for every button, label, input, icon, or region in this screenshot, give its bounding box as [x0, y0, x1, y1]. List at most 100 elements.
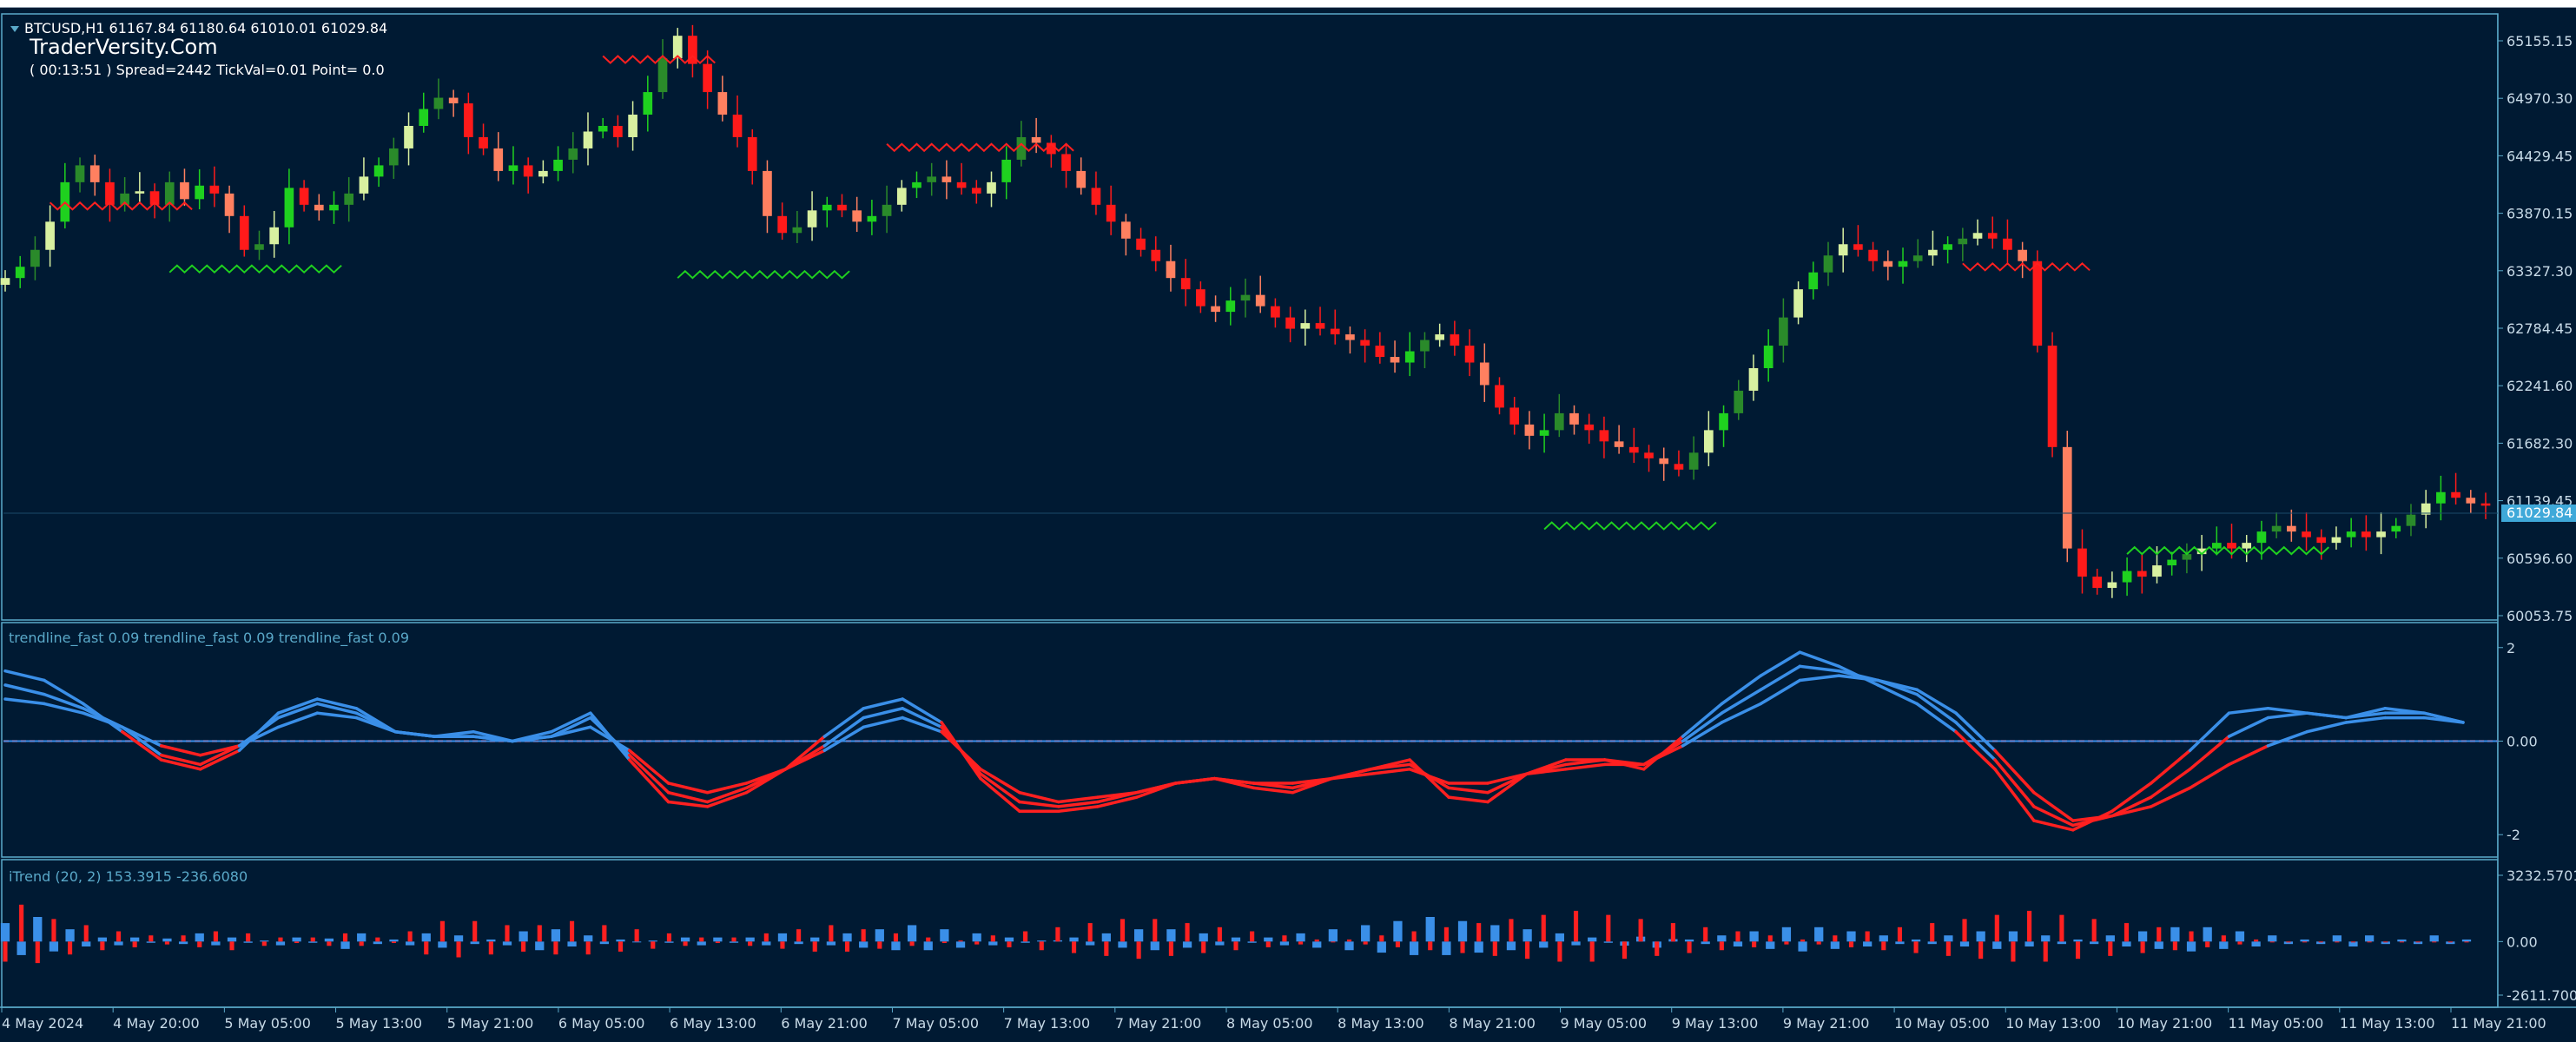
- candle-body: [1779, 317, 1788, 346]
- candle-body: [30, 249, 40, 267]
- price-tick-label: 62784.45: [2507, 320, 2573, 337]
- itrend-bar-red: [375, 937, 380, 942]
- itrend-histogram: [0, 904, 2472, 964]
- itrend-bar-blue: [438, 941, 447, 948]
- candle-body: [284, 188, 294, 228]
- itrend-bar-blue: [2041, 935, 2051, 942]
- candle-body: [1061, 154, 1071, 171]
- candle-body: [1719, 412, 1728, 431]
- candle-body: [1987, 233, 1998, 239]
- trendline-segment: [666, 782, 710, 795]
- candle-body: [508, 165, 519, 171]
- candle-body: [1628, 446, 1639, 453]
- itrend-bar-red: [1525, 941, 1530, 960]
- itrend-bar-red: [2383, 941, 2388, 943]
- itrend-bar-blue: [211, 941, 221, 946]
- candle-body: [703, 63, 712, 93]
- itrend-bar-blue: [1166, 929, 1176, 942]
- trendline-segment: [979, 768, 1021, 795]
- itrend-bar-blue: [65, 929, 75, 942]
- itrend-bar-red: [829, 925, 834, 942]
- price-tick-label: 61682.30: [2507, 435, 2573, 452]
- itrend-bar-red: [68, 941, 73, 955]
- itrend-bar-blue: [421, 933, 431, 942]
- itrend-bar-red: [2399, 941, 2404, 943]
- itrend-bar-red: [2432, 941, 2437, 943]
- itrend-bar-blue: [2090, 941, 2099, 945]
- itrend-tick-label: 3232.5701: [2507, 867, 2576, 884]
- sell-signal-trail: [49, 201, 193, 211]
- candle-body: [373, 165, 384, 177]
- trendline-segment: [2266, 711, 2309, 720]
- candle-body: [2287, 525, 2296, 532]
- itrend-bar-red: [926, 937, 931, 942]
- trendline-segment: [901, 716, 943, 734]
- candle-body: [1211, 306, 1220, 313]
- itrend-bar-blue: [1944, 935, 1953, 942]
- itrend-bar-red: [2172, 941, 2177, 951]
- candle-body: [1838, 244, 1848, 256]
- time-tick-label: 8 May 21:00: [1449, 1015, 1536, 1032]
- itrend-bar-blue: [745, 937, 755, 942]
- itrend-bar-blue: [2073, 939, 2083, 942]
- itrend-bar-blue: [1863, 941, 1873, 946]
- itrend-bar-red: [1800, 939, 1806, 942]
- triangle-down-icon[interactable]: [10, 26, 19, 32]
- trendline-segment: [1954, 711, 1997, 753]
- candle-body: [2242, 543, 2252, 549]
- trendline-segment: [1993, 749, 2036, 795]
- candle-body: [419, 109, 429, 126]
- itrend-bar-red: [666, 933, 671, 942]
- trendline-segment: [121, 725, 163, 748]
- time-tick-label: 8 May 05:00: [1226, 1015, 1313, 1032]
- trendline-axis-ticks: 2 0.00 -2: [2498, 640, 2538, 843]
- trendline-segment: [43, 678, 85, 706]
- itrend-bar-blue: [502, 941, 512, 946]
- trendline-segment: [2305, 721, 2348, 734]
- candle-body: [747, 136, 757, 171]
- itrend-bar-red: [1719, 941, 1724, 951]
- trendline-segment: [589, 716, 631, 757]
- itrend-bar-blue: [97, 937, 107, 942]
- itrend-bar-blue: [1814, 927, 1824, 942]
- candle-body: [927, 176, 937, 182]
- trendline-segment: [1369, 768, 1411, 775]
- trendline-segment: [862, 716, 904, 729]
- itrend-bar-red: [83, 925, 89, 942]
- candle-body: [2316, 537, 2327, 544]
- trendline-segment: [1798, 674, 1841, 683]
- candle-body: [657, 58, 668, 93]
- itrend-bar-blue: [1409, 941, 1419, 955]
- trendline-segment: [1173, 776, 1217, 785]
- itrend-bar-red: [100, 941, 105, 951]
- itrend-bar-red: [763, 933, 769, 942]
- itrend-bar-blue: [1992, 941, 2002, 949]
- itrend-bar-blue: [1312, 941, 1322, 948]
- price-axis-ticks: 65155.15 64970.30 64429.45 63870.15 63327.30…: [2498, 33, 2573, 624]
- candle-body: [1509, 407, 1520, 425]
- itrend-bar-blue: [453, 935, 464, 942]
- trendline-segment: [3, 683, 46, 696]
- candle-body: [1076, 170, 1087, 188]
- itrend-bar-red: [1655, 941, 1660, 956]
- candle-body: [1748, 367, 1759, 391]
- trendline-tick-label: -2: [2507, 827, 2520, 843]
- candle-body: [89, 165, 100, 182]
- time-tick-label: 6 May 05:00: [558, 1015, 645, 1032]
- candle-body: [479, 136, 488, 148]
- trendline-segment: [315, 697, 359, 710]
- candle-body: [1943, 244, 1952, 250]
- itrend-bar-red: [618, 941, 624, 952]
- itrend-bar-blue: [713, 937, 723, 942]
- itrend-bar-blue: [2316, 941, 2326, 945]
- candle-body: [1674, 464, 1684, 470]
- itrend-bar-red: [1379, 935, 1384, 942]
- itrend-bar-blue: [2251, 941, 2261, 946]
- candle-body: [987, 181, 996, 194]
- candle-body: [1225, 300, 1236, 313]
- candle-body: [1345, 334, 1355, 340]
- itrend-bar-red: [294, 941, 300, 943]
- itrend-bar-red: [2205, 941, 2210, 947]
- candle-body: [1271, 306, 1280, 318]
